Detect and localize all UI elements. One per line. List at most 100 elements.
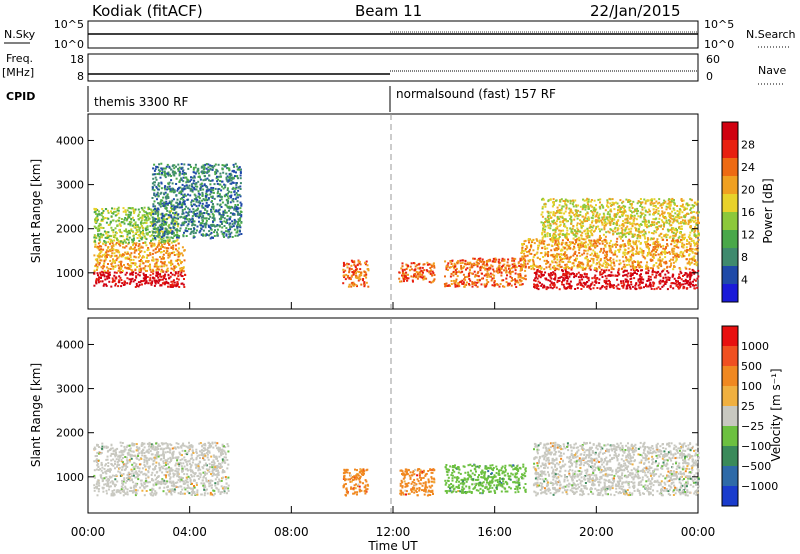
- power-cell: [570, 231, 573, 234]
- power-cell: [156, 251, 159, 253]
- power-cell: [175, 165, 177, 168]
- power-cell: [143, 206, 146, 209]
- power-cell: [164, 207, 167, 210]
- power-cell: [188, 210, 191, 213]
- power-cell: [145, 260, 148, 263]
- power-cell: [638, 250, 641, 253]
- power-cell: [620, 282, 623, 285]
- power-cell: [631, 263, 634, 266]
- power-cell: [537, 280, 540, 283]
- power-cell: [99, 226, 102, 229]
- power-cell: [240, 203, 243, 206]
- power-cell: [165, 206, 168, 209]
- power-cell: [673, 247, 676, 250]
- power-cell: [174, 244, 177, 247]
- power-cell: [204, 178, 207, 181]
- power-cell: [479, 266, 482, 269]
- power-cell: [173, 167, 176, 170]
- power-cell: [601, 264, 604, 267]
- power-cell: [553, 272, 556, 275]
- power-cell: [606, 253, 608, 256]
- power-cell: [507, 282, 510, 285]
- power-cell: [575, 230, 578, 233]
- power-cell: [569, 202, 572, 205]
- power-cell: [578, 251, 581, 254]
- power-cell: [637, 234, 640, 237]
- power-cell: [100, 212, 103, 215]
- power-cell: [653, 252, 656, 255]
- power-cell: [647, 238, 649, 241]
- power-cell: [219, 183, 222, 186]
- power-cell: [672, 201, 675, 204]
- power-cell: [612, 258, 615, 261]
- power-cell: [579, 222, 582, 225]
- power-cell: [166, 163, 169, 166]
- power-cell: [689, 273, 692, 276]
- power-cell: [207, 189, 210, 192]
- power-cell: [236, 213, 239, 216]
- power-cell: [107, 263, 109, 265]
- power-cell: [93, 211, 96, 214]
- power-cell: [153, 184, 156, 187]
- power-cell: [140, 219, 143, 222]
- power-cell: [207, 198, 210, 201]
- power-cell: [178, 181, 181, 183]
- power-cell: [453, 262, 456, 265]
- power-cell: [210, 224, 213, 226]
- power-cell: [185, 211, 188, 214]
- power-cell: [202, 233, 204, 236]
- power-cell: [210, 195, 213, 198]
- power-cell: [106, 209, 109, 212]
- power-cell: [239, 212, 242, 215]
- power-cell: [601, 221, 603, 224]
- power-cell: [593, 284, 596, 287]
- power-cell: [659, 243, 661, 246]
- power-cell: [136, 237, 139, 239]
- power-cell: [644, 222, 646, 225]
- power-cell: [564, 251, 567, 254]
- power-cell: [234, 206, 236, 209]
- power-cell: [211, 196, 214, 199]
- power-cell: [550, 272, 553, 275]
- power-cell: [582, 285, 585, 288]
- power-cell: [162, 221, 165, 224]
- power-cell: [100, 270, 103, 273]
- power-cell: [172, 189, 175, 192]
- power-cell: [461, 261, 464, 264]
- power-cell: [665, 247, 667, 249]
- power-cell: [528, 250, 530, 253]
- power-cell: [145, 226, 148, 229]
- power-cell: [105, 232, 108, 235]
- power-cell: [579, 219, 581, 222]
- power-cell: [422, 271, 424, 274]
- power-cell: [581, 284, 584, 287]
- power-cell: [360, 274, 363, 277]
- power-cell: [159, 170, 161, 173]
- power-cell: [236, 230, 239, 233]
- power-cell: [569, 284, 572, 287]
- power-cell: [683, 255, 686, 258]
- power-cell: [623, 254, 626, 256]
- power-cell: [553, 257, 556, 260]
- power-cell: [171, 199, 174, 202]
- power-cell: [649, 278, 652, 281]
- power-cell: [208, 225, 210, 228]
- power-cell: [444, 275, 446, 278]
- power-cell: [172, 198, 175, 201]
- power-cell: [670, 243, 673, 246]
- power-cell: [472, 257, 475, 260]
- power-cell: [606, 201, 609, 204]
- power-cell: [536, 287, 538, 290]
- power-cell: [610, 266, 613, 269]
- power-cell: [112, 229, 115, 232]
- power-cell: [178, 192, 181, 195]
- power-cell: [170, 264, 172, 267]
- power-cell: [570, 268, 573, 271]
- power-cell: [157, 213, 160, 216]
- power-cell: [676, 283, 679, 286]
- power-cell: [630, 281, 633, 283]
- power-cell: [450, 283, 453, 285]
- power-cell: [633, 233, 636, 236]
- power-cell: [151, 238, 154, 241]
- power-cell: [152, 249, 155, 252]
